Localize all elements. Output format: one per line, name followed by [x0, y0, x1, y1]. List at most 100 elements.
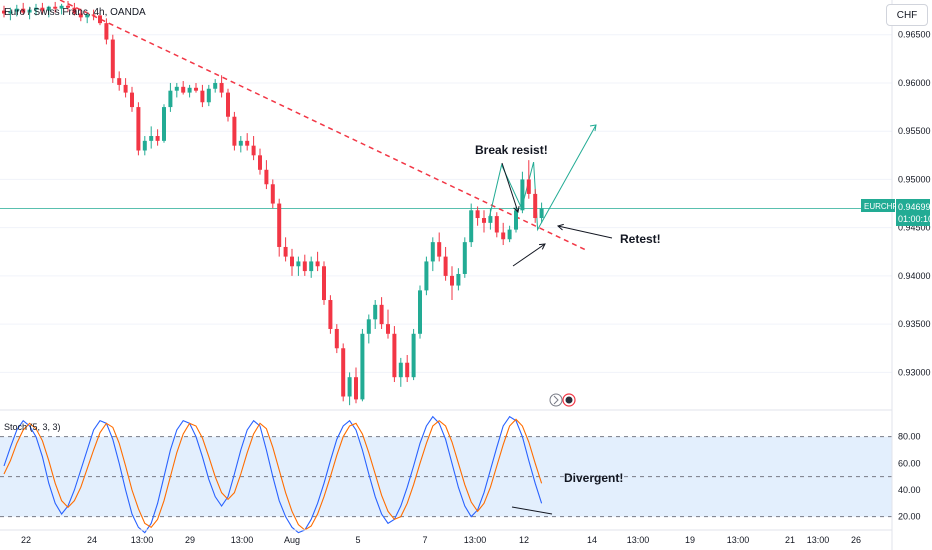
candle-body: [334, 328, 339, 349]
time-tick-label: 13:00: [231, 535, 254, 545]
retest-up-arrow-head: [538, 243, 546, 250]
time-tick-label: 13:00: [627, 535, 650, 545]
candle-body: [315, 261, 320, 267]
candle-body: [386, 324, 390, 334]
candle-body: [21, 8, 26, 13]
stoch-label[interactable]: Stoch (5, 3, 3): [4, 422, 61, 432]
badge-symbol-bg: [861, 199, 895, 212]
stoch-tick-label: 60.00: [898, 458, 921, 468]
candle-body: [219, 82, 224, 93]
currency-button[interactable]: CHF: [886, 4, 928, 26]
record-icon[interactable]: [562, 393, 576, 407]
candle-body: [270, 184, 275, 204]
candle-body: [296, 261, 301, 267]
candle-body: [533, 193, 538, 219]
price-grid: [0, 34, 892, 373]
candle-body: [322, 266, 326, 301]
candles[interactable]: [2, 0, 544, 406]
candle-body: [14, 8, 19, 12]
candle-body: [142, 140, 147, 151]
stoch-band: [0, 436, 892, 518]
stoch-tick-label: 40.00: [898, 485, 921, 495]
stoch-band-fill: [0, 436, 892, 517]
stoch-tick-label: 80.00: [898, 432, 921, 442]
candle-body: [302, 261, 307, 272]
break-arrow-head: [513, 206, 520, 213]
candle-body: [123, 84, 128, 93]
stoch-tick-label: 20.00: [898, 512, 921, 522]
retest-arrow: [557, 225, 613, 239]
retest-up-arrow: [512, 243, 546, 267]
candle-body: [347, 377, 352, 397]
stoch-line-k: [3, 415, 543, 534]
stoch-line-d: [3, 418, 543, 531]
badge-symbol: EURCHF: [864, 202, 897, 211]
candle-body: [200, 90, 205, 103]
candle-body: [194, 87, 198, 91]
retest-label: Retest!: [620, 232, 661, 246]
price-tick-label: 0.96000: [898, 78, 931, 88]
replay-icon[interactable]: [549, 393, 563, 407]
candle-body: [430, 242, 435, 262]
candle-body: [354, 377, 358, 400]
price-tick-label: 0.94500: [898, 223, 931, 233]
candle-body: [469, 210, 474, 243]
candle-body: [226, 92, 230, 117]
candle-body: [411, 333, 416, 378]
candle-body: [392, 333, 397, 378]
candle-body: [539, 208, 544, 219]
candle-body: [104, 23, 109, 40]
candle-body: [360, 333, 365, 400]
candle-body: [59, 5, 64, 9]
candle-body: [8, 11, 13, 14]
candle-body: [187, 87, 192, 93]
price-tick-label: 0.94000: [898, 271, 931, 281]
candle-body: [46, 6, 51, 11]
candle-body: [117, 78, 122, 85]
candle-body: [514, 210, 518, 230]
candle-body: [520, 179, 525, 211]
candle-body: [53, 6, 58, 9]
candle-body: [110, 39, 115, 79]
stochastic-lines[interactable]: [3, 415, 553, 534]
price-tick-label: 0.93500: [898, 319, 931, 329]
candle-body: [507, 229, 512, 240]
time-tick-label: 21: [785, 535, 795, 545]
candle-body: [206, 88, 211, 103]
candle-body: [366, 319, 371, 334]
time-tick-label: 13:00: [131, 535, 154, 545]
candle-body: [245, 140, 250, 146]
price-badge: EURCHF 0.94699 01:00:10: [861, 199, 932, 226]
resistance-trendline: [59, 0, 589, 252]
candle-body: [162, 107, 166, 141]
time-tick-label: 13:00: [727, 535, 750, 545]
candle-body: [309, 261, 314, 272]
price-tick-label: 0.95000: [898, 174, 931, 184]
badge-price: 0.94699: [898, 202, 931, 212]
time-tick-label: 14: [587, 535, 597, 545]
candle-body: [34, 7, 38, 10]
candle-body: [130, 92, 134, 108]
candle-body: [98, 15, 102, 24]
candle-body: [450, 275, 454, 286]
time-tick-label: 5: [355, 535, 360, 545]
retest-arrow-head: [556, 223, 564, 231]
candle-body: [251, 145, 256, 156]
candle-body: [373, 304, 378, 320]
candle-body: [462, 242, 467, 274]
candle-body: [2, 10, 6, 14]
time-axis[interactable]: 22 24 13:00 29 13:00 Aug 5 7 13:00 12 14 13:00 19 13:…: [0, 529, 892, 545]
candle-body: [258, 155, 262, 170]
break-arrow: [501, 162, 519, 213]
symbol-title[interactable]: Euro / Swiss Franc, 4h, OANDA: [4, 7, 146, 18]
stoch-axis[interactable]: 80.00 60.00 40.00 20.00: [898, 432, 921, 522]
price-tick-label: 0.95500: [898, 126, 931, 136]
divergence-line: [511, 506, 553, 515]
candle-body: [78, 13, 83, 18]
time-tick-label: 29: [185, 535, 195, 545]
badge-price-bg: [896, 199, 930, 226]
candle-body: [40, 7, 45, 11]
candle-body: [341, 348, 346, 397]
